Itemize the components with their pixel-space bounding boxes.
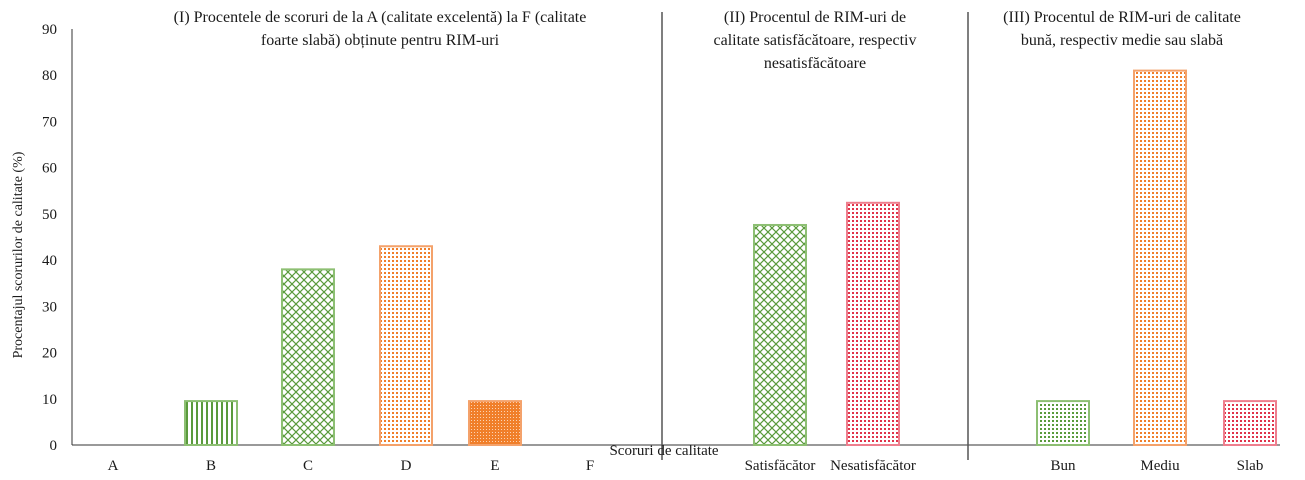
- x-tick-label: E: [490, 458, 499, 474]
- panel-title-line: foarte slabă) obținute pentru RIM-uri: [261, 32, 500, 49]
- y-tick-label: 50: [42, 207, 57, 223]
- bar-b: [184, 400, 238, 447]
- x-tick-label: A: [108, 458, 119, 474]
- panel-title-line: (I) Procentele de scoruri de la A (calit…: [174, 9, 587, 26]
- y-tick-label: 20: [42, 346, 57, 362]
- panel-title-line: calitate satisfăcătoare, respectiv: [714, 32, 917, 49]
- x-tick-label: C: [303, 458, 313, 474]
- y-tick-label: 0: [50, 438, 58, 454]
- y-tick-labels: 0 10 20 30 40 50 60 70 80 90: [42, 22, 57, 454]
- y-tick-label: 10: [42, 392, 57, 408]
- bar-mediu: [1133, 69, 1187, 446]
- x-tick-label: B: [206, 458, 216, 474]
- bar-d: [379, 245, 433, 446]
- x-tick-label: Mediu: [1140, 458, 1180, 474]
- y-tick-label: 80: [42, 68, 57, 84]
- x-axis-label: Scoruri de calitate: [609, 443, 718, 459]
- bar-e: [468, 400, 522, 447]
- bar-nesatisfăcător: [846, 201, 900, 446]
- y-tick-label: 70: [42, 114, 57, 130]
- x-tick-label: Satisfăcător: [745, 458, 816, 474]
- bars: [184, 69, 1277, 447]
- x-tick-label: Nesatisfăcător: [830, 458, 916, 474]
- x-tick-label: Bun: [1050, 458, 1076, 474]
- x-tick-label: Slab: [1237, 458, 1264, 474]
- bar-slab: [1223, 400, 1277, 447]
- y-tick-label: 60: [42, 161, 57, 177]
- panel-title-line: (III) Procentul de RIM-uri de calitate: [1003, 9, 1241, 26]
- panel-title-line: bună, respectiv medie sau slabă: [1021, 32, 1223, 49]
- bar-c: [281, 268, 335, 446]
- y-tick-label: 30: [42, 299, 57, 315]
- bar-bun: [1036, 400, 1090, 447]
- panel-title-line: (II) Procentul de RIM-uri de: [724, 9, 906, 26]
- x-tick-labels: A B C D E F Satisfăcător Nesatisfăcător Bun Mediu…: [108, 458, 1264, 474]
- bar-satisfăcător: [753, 223, 807, 446]
- x-tick-label: D: [401, 458, 412, 474]
- y-tick-label: 90: [42, 22, 57, 38]
- y-tick-label: 40: [42, 253, 57, 269]
- panel-title-line: nesatisfăcătoare: [764, 55, 866, 72]
- x-tick-label: F: [586, 458, 594, 474]
- panel-titles: (I) Procentele de scoruri de la A (calit…: [174, 9, 1241, 72]
- y-axis-label: Procentajul scorurilor de calitate (%): [11, 151, 26, 358]
